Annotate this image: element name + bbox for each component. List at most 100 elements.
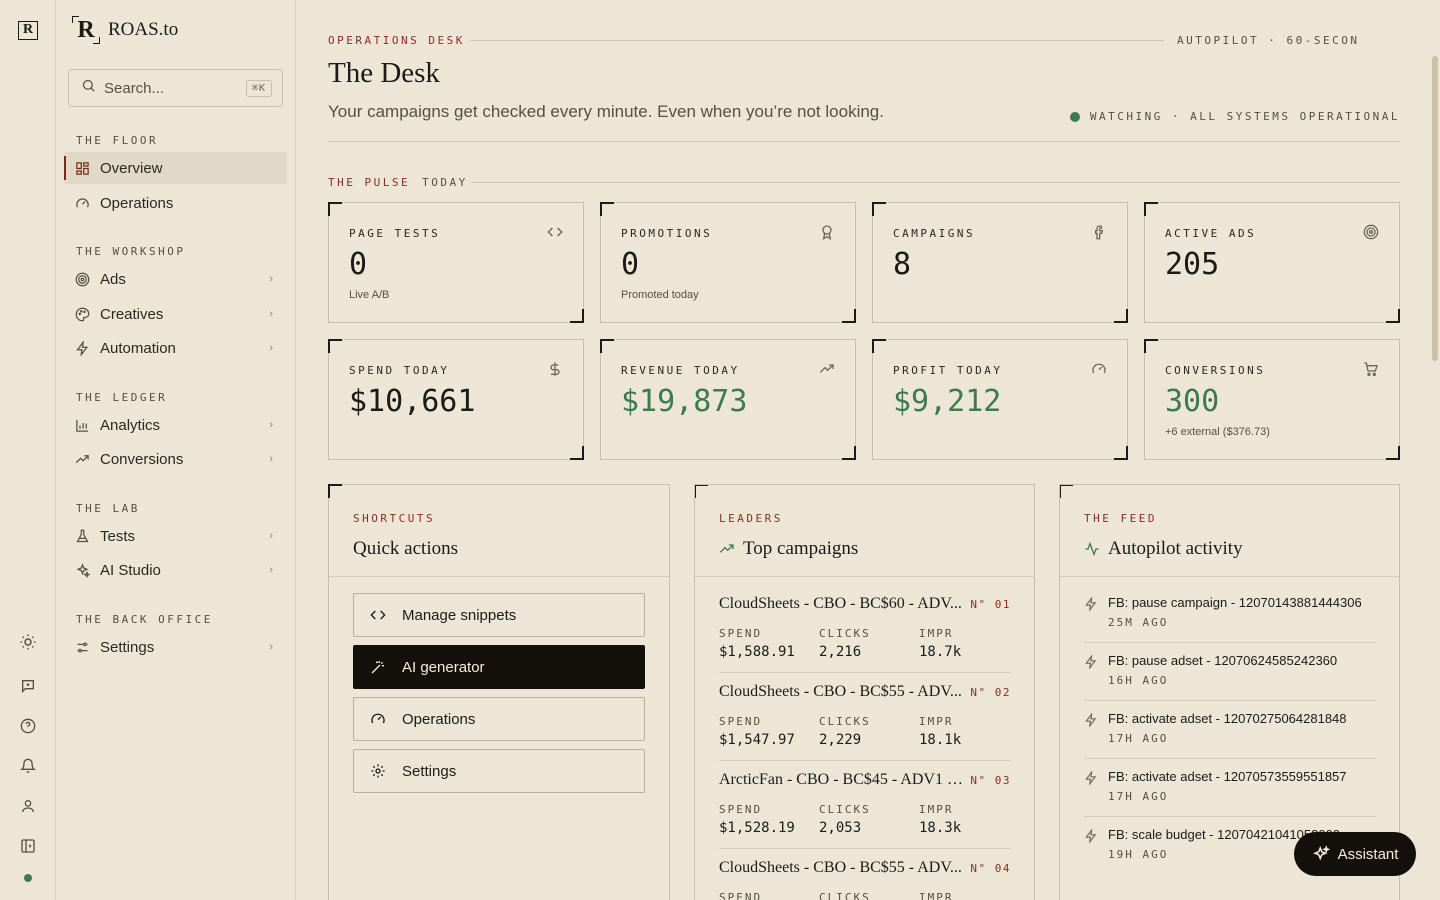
chevron-right-icon: › (269, 530, 273, 542)
assistant-button[interactable]: Assistant (1294, 832, 1416, 876)
sidebar-item-ads[interactable]: Ads › (64, 263, 287, 295)
rail-logo[interactable]: R (18, 21, 38, 40)
stat-sub: Live A/B (349, 289, 390, 301)
feed-text: FB: scale budget - 12070421041058000 (1108, 827, 1341, 842)
sparkles-icon (1312, 845, 1330, 863)
operations-button[interactable]: Operations (353, 697, 645, 741)
feed-time: 16H AGO (1108, 674, 1169, 687)
corner-mark (570, 309, 584, 323)
pulse-rule (472, 182, 1400, 183)
sidebar-item-creatives[interactable]: Creatives › (64, 298, 287, 330)
spend-value: $1,547.97 (719, 732, 795, 748)
corner-mark (328, 339, 342, 353)
user-icon[interactable] (18, 796, 38, 816)
stat-value: 205 (1165, 247, 1220, 282)
campaign-rank: N° 04 (970, 862, 1011, 875)
corner-mark (842, 446, 856, 460)
trend-icon (719, 541, 735, 557)
clicks-value: 2,229 (819, 732, 862, 748)
sidebar-item-conversions[interactable]: Conversions › (64, 443, 287, 475)
clicks-value: 2,216 (819, 644, 862, 660)
feed-item[interactable]: FB: activate adset - 120705735595518​57 … (1084, 759, 1376, 817)
feed-item[interactable]: FB: pause campaign - 120701438814443​06 … (1084, 585, 1376, 643)
page-subtitle: Your campaigns get checked every minute.… (328, 102, 884, 121)
corner-mark (570, 446, 584, 460)
col-label: CLICKS (819, 891, 871, 900)
page-title: The Desk (328, 57, 440, 89)
sidebar-item-automation[interactable]: Automation › (64, 332, 287, 364)
facebook-icon (1091, 224, 1107, 240)
stat-value: 0 (621, 247, 640, 282)
col-label: CLICKS (819, 627, 871, 640)
chevron-right-icon: › (269, 308, 273, 320)
feed-time: 25M AGO (1108, 616, 1169, 629)
assistant-label: Assistant (1337, 845, 1399, 863)
button-label: Manage snippets (402, 606, 517, 624)
system-status: WATCHING · ALL SYSTEMS OPERATIONAL (1069, 110, 1400, 123)
search-box[interactable]: ⌘K (68, 69, 283, 107)
stat-card-promotions[interactable]: PROMOTIONS 0 Promoted today (600, 202, 856, 323)
sidebar-item-overview[interactable]: Overview (64, 152, 287, 184)
code-icon (370, 607, 386, 623)
panel-toggle-icon[interactable] (18, 836, 38, 856)
campaign-row[interactable]: CloudSheets - CBO - BC$55 - ADV... N° 02… (719, 673, 1011, 761)
feed-text: FB: pause campaign - 120701438814443​06 (1108, 595, 1362, 610)
gauge-icon (1091, 361, 1107, 377)
campaign-row[interactable]: CloudSheets - CBO - BC$60 - ADV... N° 01… (719, 585, 1011, 673)
cart-icon (1363, 361, 1379, 377)
corner-mark (1386, 446, 1400, 460)
bolt-icon (1084, 712, 1098, 728)
feed-text: FB: activate adset - 120702750642818​48 (1108, 711, 1347, 726)
scrollbar[interactable] (1432, 56, 1438, 361)
feedback-icon[interactable] (18, 676, 38, 696)
campaign-rank: N° 03 (970, 774, 1011, 787)
sidebar-item-label: Creatives (100, 305, 164, 323)
stat-card-active-ads[interactable]: ACTIVE ADS 205 (1144, 202, 1400, 323)
stat-card-campaigns[interactable]: CAMPAIGNS 8 (872, 202, 1128, 323)
bell-icon[interactable] (18, 756, 38, 776)
stat-card-conversions[interactable]: CONVERSIONS 300 +6 external ($376.73) (1144, 339, 1400, 460)
dollar-icon (547, 361, 563, 377)
impr-col: IMPR 18.7k (919, 627, 961, 660)
settings-button[interactable]: Settings (353, 749, 645, 793)
help-icon[interactable] (18, 716, 38, 736)
ai-generator-button[interactable]: AI generator (353, 645, 645, 689)
sidebar-item-ai-studio[interactable]: AI Studio › (64, 554, 287, 586)
pulse-eyebrow: THE PULSE (328, 176, 411, 189)
feed-item[interactable]: FB: pause adset - 120706245852423​60 16H… (1084, 643, 1376, 701)
stat-label: SPEND TODAY (349, 364, 450, 377)
clicks-value: 2,053 (819, 820, 862, 836)
spend-value: $1,588.91 (719, 644, 795, 660)
panel-title-text: Autopilot activity (1108, 538, 1243, 559)
panel-title-text: Top campaigns (743, 538, 859, 559)
feed-item[interactable]: FB: scale budget - 12070421041058000 19H… (1084, 817, 1376, 875)
chevron-right-icon: › (269, 342, 273, 354)
stat-label: CAMPAIGNS (893, 227, 976, 240)
campaign-row[interactable]: CloudSheets - CBO - BC$55 - ADV... N° 04… (719, 849, 1011, 900)
campaign-row[interactable]: ArcticFan - CBO - BC$45 - ADV1 -... N° 0… (719, 761, 1011, 849)
feed-time: 19H AGO (1108, 848, 1169, 861)
chevron-right-icon: › (269, 641, 273, 653)
feed-item[interactable]: FB: activate adset - 120702750642818​48 … (1084, 701, 1376, 759)
brand[interactable]: R ROAS.to (72, 16, 178, 44)
sidebar-item-settings[interactable]: Settings › (64, 631, 287, 663)
stat-card-profit-today[interactable]: PROFIT TODAY $9,212 (872, 339, 1128, 460)
stat-label: CONVERSIONS (1165, 364, 1266, 377)
campaign-rank: N° 02 (970, 686, 1011, 699)
stat-card-page-tests[interactable]: PAGE TESTS 0 Live A/B (328, 202, 584, 323)
corner-mark (695, 485, 708, 498)
sidebar-item-tests[interactable]: Tests › (64, 520, 287, 552)
stat-card-revenue-today[interactable]: REVENUE TODAY $19,873 (600, 339, 856, 460)
corner-mark (872, 202, 886, 216)
chevron-right-icon: › (269, 419, 273, 431)
search-icon (81, 78, 96, 98)
sidebar-item-analytics[interactable]: Analytics › (64, 409, 287, 441)
trend-icon (74, 451, 90, 467)
manage-snippets-button[interactable]: Manage snippets (353, 593, 645, 637)
bolt-icon (74, 340, 90, 356)
stat-card-spend-today[interactable]: SPEND TODAY $10,661 (328, 339, 584, 460)
sidebar-item-operations[interactable]: Operations (64, 187, 287, 219)
sun-icon[interactable] (18, 632, 38, 652)
header-divider (328, 141, 1400, 142)
search-input[interactable] (104, 79, 238, 97)
